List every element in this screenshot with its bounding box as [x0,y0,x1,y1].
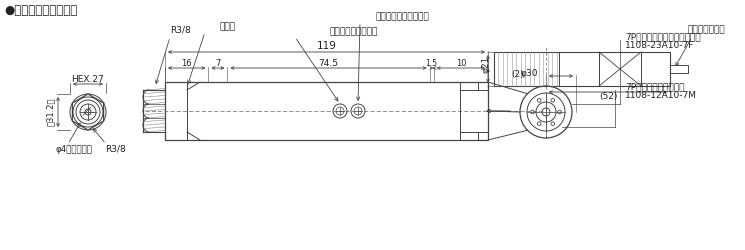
Bar [670,65,688,73]
Text: (2): (2) [511,70,524,78]
Text: R3/8: R3/8 [106,144,127,154]
Text: センサ: センサ [220,22,236,32]
Text: 7P防水コネクタプラグ: 7P防水コネクタプラグ [625,82,685,92]
Text: 74.5: 74.5 [319,58,338,68]
Text: 7: 7 [215,58,221,68]
Text: (52): (52) [599,92,617,102]
Text: R3/8: R3/8 [170,26,191,35]
Text: φ21: φ21 [481,55,490,73]
Bar [165,82,488,140]
Bar [494,52,670,86]
Text: （31.2）: （31.2） [45,98,54,126]
Text: 16: 16 [181,58,192,68]
Text: ●防水コネクタタイプ: ●防水コネクタタイプ [4,4,77,17]
Text: φ30: φ30 [521,70,538,78]
Text: 1108-12A10-7M: 1108-12A10-7M [625,92,697,100]
Text: 7P防水コネクタレセプタクル: 7P防水コネクタレセプタクル [625,32,700,42]
Text: ゼロ調整ボリューム: ゼロ調整ボリューム [330,28,378,36]
Text: 1.5: 1.5 [425,58,437,68]
Text: HEX.27: HEX.27 [72,74,104,84]
Text: スパン調整ボリューム: スパン調整ボリューム [375,12,429,22]
Text: 119: 119 [317,41,337,51]
Text: センサケーブル: センサケーブル [688,26,726,35]
Text: φ4圧力導入口: φ4圧力導入口 [56,146,92,154]
Text: 10: 10 [456,58,466,68]
Text: 1108-23A10-7F: 1108-23A10-7F [625,42,694,50]
